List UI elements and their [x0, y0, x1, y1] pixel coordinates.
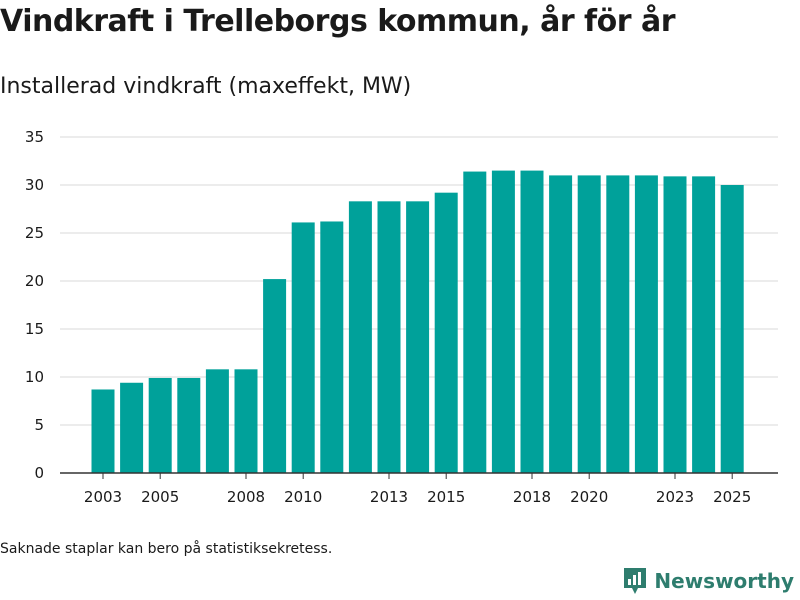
- bar-2003: [91, 389, 115, 473]
- x-tick-label: 2015: [427, 488, 465, 506]
- chart-title: Vindkraft i Trelleborgs kommun, år för å…: [0, 4, 676, 39]
- bar-2015: [434, 192, 458, 473]
- x-tick-label: 2018: [513, 488, 551, 506]
- bar-2008: [234, 369, 258, 473]
- bar-2013: [377, 201, 401, 473]
- bar-2021: [606, 175, 630, 473]
- bar-2006: [177, 377, 201, 473]
- bar-2025: [720, 185, 744, 473]
- bar-2009: [263, 279, 287, 473]
- bar-2007: [205, 369, 229, 473]
- x-tick-label: 2008: [227, 488, 265, 506]
- y-tick-label: 20: [25, 272, 44, 290]
- bars: [91, 170, 744, 474]
- newsworthy-logo-icon: [624, 568, 647, 594]
- y-tick-label: 15: [25, 320, 44, 338]
- y-tick-label: 5: [34, 416, 44, 434]
- brand-name: Newsworthy: [654, 569, 794, 593]
- bar-2005: [148, 377, 172, 473]
- bar-2012: [348, 201, 372, 473]
- y-axis-ticks: 0 5 10 15 20 25 30 35: [25, 128, 44, 482]
- y-tick-label: 35: [25, 128, 44, 146]
- bar-2010: [291, 222, 315, 473]
- y-tick-label: 10: [25, 368, 44, 386]
- bar-2022: [634, 175, 658, 473]
- y-tick-label: 25: [25, 224, 44, 242]
- bar-2011: [320, 221, 344, 473]
- bar-2024: [692, 176, 716, 474]
- x-tick-label: 2003: [84, 488, 122, 506]
- bar-2018: [520, 170, 544, 473]
- x-tick-label: 2023: [656, 488, 694, 506]
- y-tick-label: 0: [34, 464, 44, 482]
- bar-2019: [549, 175, 573, 473]
- bar-2023: [663, 176, 687, 474]
- x-tick-label: 2010: [284, 488, 322, 506]
- x-tick-label: 2020: [570, 488, 608, 506]
- bar-2004: [120, 382, 144, 473]
- footnote: Saknade staplar kan bero på statistiksek…: [0, 541, 333, 557]
- brand-logo: Newsworthy: [622, 566, 794, 596]
- bar-2014: [406, 201, 430, 473]
- y-tick-label: 30: [25, 176, 44, 194]
- x-tick-label: 2013: [370, 488, 408, 506]
- x-axis-ticks: 2003 2005 2008 2010 2013 2015 2018 2020 2023 2025: [84, 473, 751, 506]
- bar-2020: [577, 175, 601, 473]
- x-tick-label: 2005: [141, 488, 179, 506]
- bar-2017: [491, 170, 515, 473]
- x-tick-label: 2025: [713, 488, 751, 506]
- bar-2016: [463, 171, 487, 473]
- chart-subtitle: Installerad vindkraft (maxeffekt, MW): [0, 74, 412, 99]
